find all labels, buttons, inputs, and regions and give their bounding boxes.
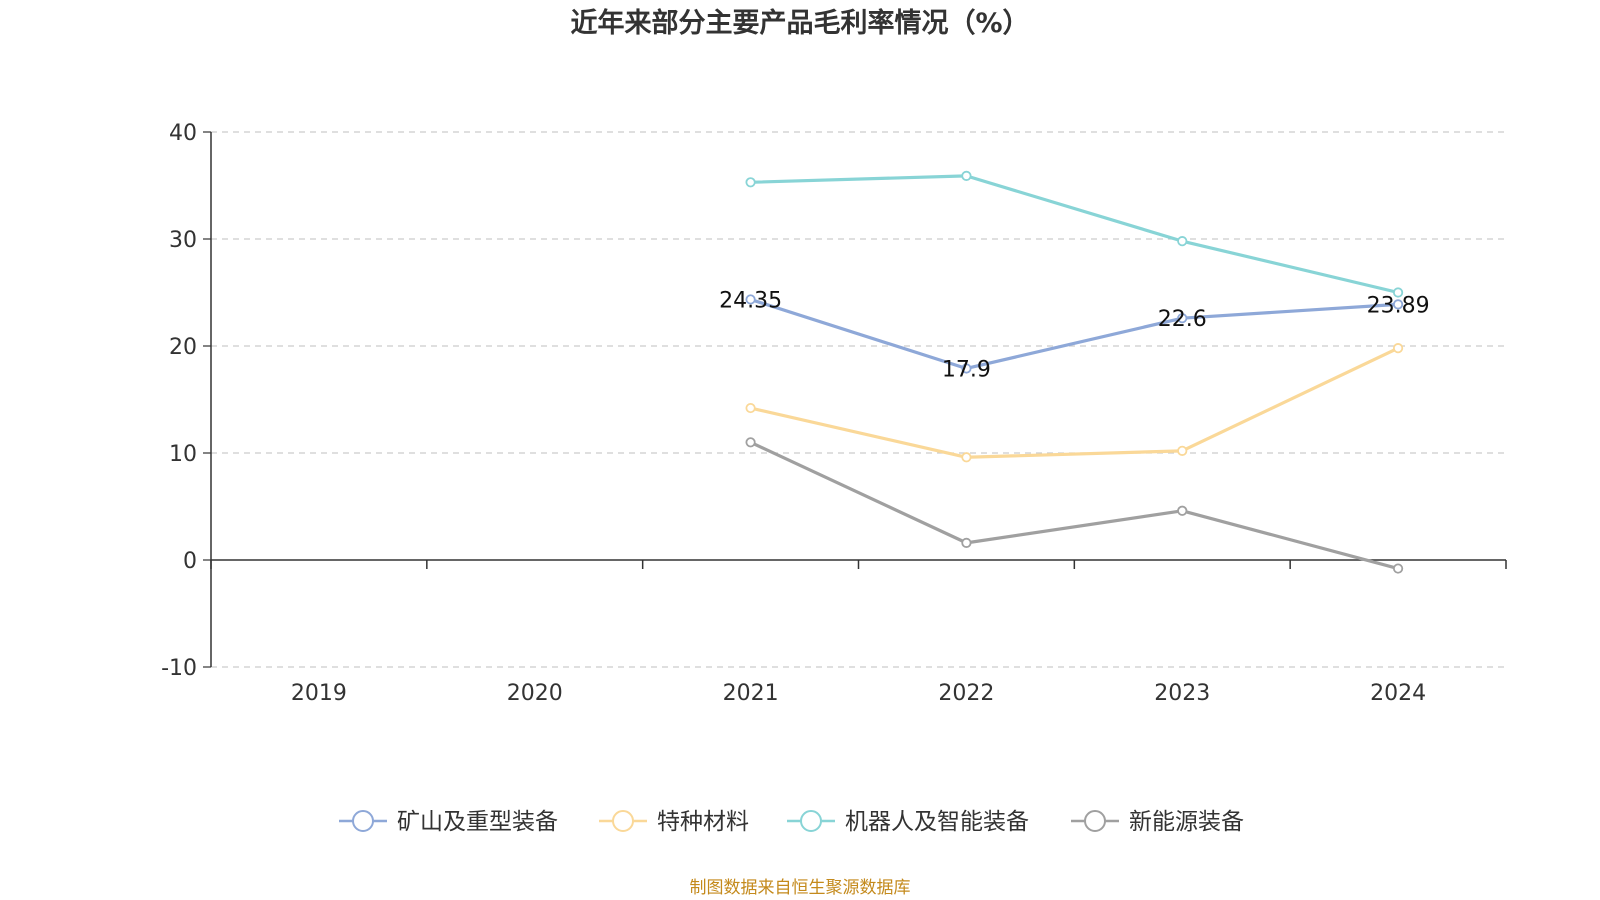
point-3-2024 <box>1392 563 1404 574</box>
legend: 矿山及重型装备 特种材料 机器人及智能装备 新能源装备 <box>339 809 1244 835</box>
legend-label-0: 矿山及重型装备 <box>397 809 558 835</box>
point-0-2021 <box>745 294 756 305</box>
x-tick-label-2022: 2022 <box>938 681 994 706</box>
y-tick-label-4: 30 <box>169 228 197 253</box>
legend-swatch-marker-0 <box>352 810 374 832</box>
point-0-2022 <box>961 363 972 374</box>
point-0-2024 <box>1392 299 1404 310</box>
point-3-2021 <box>745 437 756 448</box>
point-0-2023 <box>1177 313 1188 324</box>
legend-swatch-marker-2 <box>800 810 822 832</box>
data-label-0-2023: 22.6 <box>1158 307 1207 332</box>
y-tick-label-1: 0 <box>183 549 197 574</box>
legend-item-0[interactable]: 矿山及重型装备 <box>339 809 558 835</box>
legend-label-2: 机器人及智能装备 <box>845 809 1029 835</box>
y-tick-label-5: 40 <box>169 121 197 146</box>
y-tick-label-0: -10 <box>161 656 197 681</box>
point-2-2024 <box>1392 287 1404 298</box>
axes: -10 0 10 20 30 40 2019 2020 2021 2022 2023 2024 <box>161 121 1507 706</box>
data-label-0-2021: 24.35 <box>719 288 782 313</box>
data-labels: 24.35 17.9 22.6 23.89 <box>719 288 1429 382</box>
point-1-2023 <box>1177 445 1188 456</box>
source-note: 制图数据来自恒生聚源数据库 <box>690 878 911 898</box>
legend-item-1[interactable]: 特种材料 <box>599 809 749 835</box>
point-1-2021 <box>745 402 756 414</box>
legend-swatch-marker-3 <box>1084 810 1106 832</box>
legend-item-2[interactable]: 机器人及智能装备 <box>787 809 1029 835</box>
series-group <box>745 170 1404 574</box>
x-tick-label-2023: 2023 <box>1154 681 1210 706</box>
chart-title: 近年来部分主要产品毛利率情况（%） <box>570 7 1029 39</box>
series-line-1 <box>748 346 1400 459</box>
series-line-0 <box>748 297 1400 371</box>
point-3-2022 <box>961 537 972 548</box>
y-tick-label-3: 20 <box>169 335 197 360</box>
series-line-3 <box>748 440 1400 571</box>
point-2-2022 <box>961 170 972 181</box>
legend-label-1: 特种材料 <box>657 809 749 835</box>
data-label-0-2022: 17.9 <box>942 357 991 382</box>
legend-label-3: 新能源装备 <box>1129 809 1244 835</box>
series-line-2 <box>748 174 1400 295</box>
point-1-2024 <box>1392 343 1404 354</box>
point-2-2021 <box>745 177 756 188</box>
y-tick-label-2: 10 <box>169 442 197 467</box>
point-1-2022 <box>961 452 972 463</box>
x-tick-label-2019: 2019 <box>291 681 347 706</box>
legend-item-3[interactable]: 新能源装备 <box>1071 809 1244 835</box>
data-label-0-2024: 23.89 <box>1367 293 1430 318</box>
legend-swatch-marker-1 <box>612 810 634 832</box>
point-2-2023 <box>1177 236 1188 247</box>
gridlines <box>211 131 1506 668</box>
x-tick-label-2021: 2021 <box>723 681 779 706</box>
x-tick-label-2024: 2024 <box>1370 681 1426 706</box>
point-3-2023 <box>1177 505 1188 516</box>
x-tick-label-2020: 2020 <box>507 681 563 706</box>
